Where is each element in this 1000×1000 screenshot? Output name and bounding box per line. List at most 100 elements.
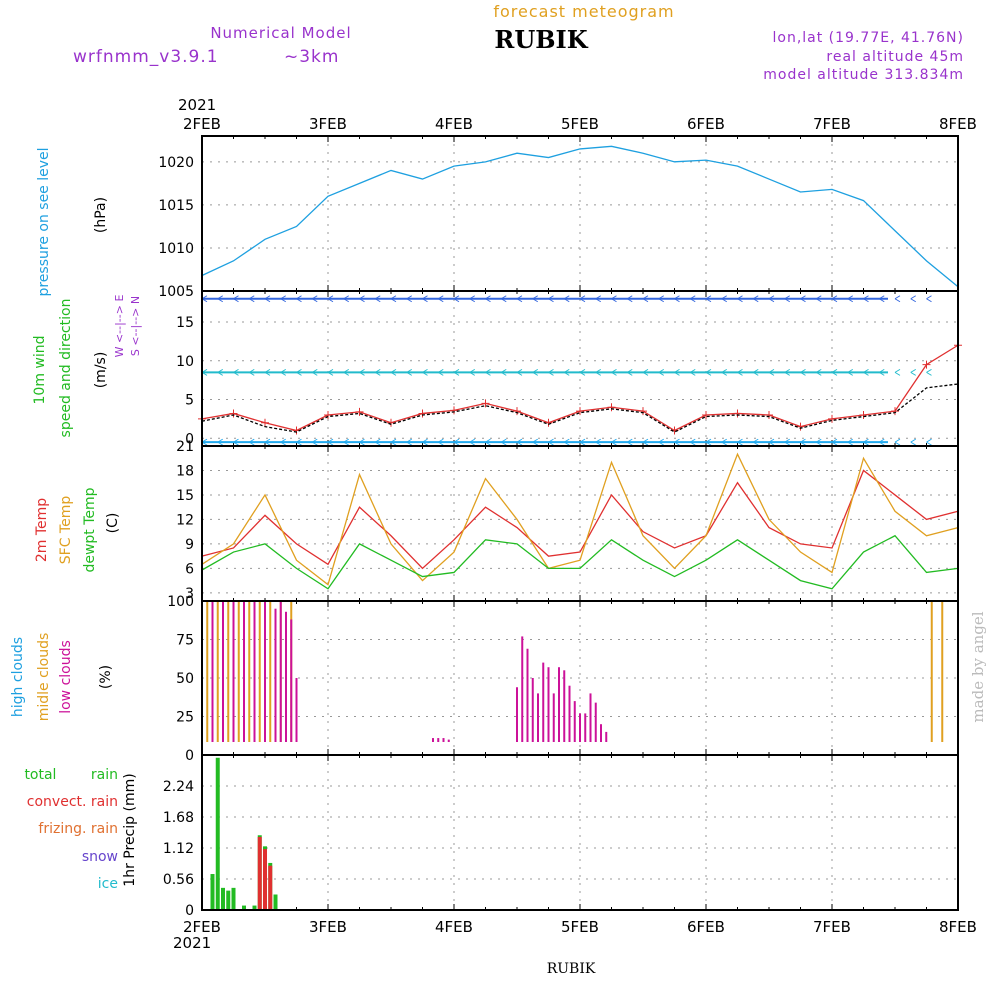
bar-low bbox=[542, 662, 545, 742]
pressure-unit: (hPa) bbox=[93, 197, 109, 233]
bar-low bbox=[253, 601, 256, 742]
top-date-label: 2FEB bbox=[183, 115, 221, 133]
y-tick-label: 15 bbox=[176, 315, 194, 331]
wind-speed-marker bbox=[481, 399, 490, 408]
year-top: 2021 bbox=[178, 96, 216, 114]
bar-mid bbox=[206, 601, 209, 742]
wind-direction-arrow bbox=[737, 295, 743, 303]
bar-low bbox=[516, 687, 518, 742]
y-tick-label: 50 bbox=[176, 671, 194, 687]
wind-direction-arrow bbox=[910, 295, 917, 303]
wind-direction-arrow bbox=[516, 295, 523, 303]
wind-speed-marker bbox=[702, 411, 710, 419]
bottom-date-label: 7FEB bbox=[813, 918, 851, 936]
wind-direction-arrow bbox=[658, 295, 665, 303]
wind-direction-arrow bbox=[311, 438, 318, 446]
wind-direction-arrow bbox=[847, 438, 854, 446]
wind-speed-marker bbox=[387, 418, 395, 427]
panel-frame bbox=[201, 290, 959, 447]
bar-low bbox=[558, 667, 560, 742]
wind-direction-arrow bbox=[390, 368, 397, 376]
wind-direction-arrow bbox=[595, 368, 602, 376]
precip-unit: 1hr Precip (mm) bbox=[122, 773, 138, 886]
y-tick-label: 6 bbox=[185, 561, 194, 577]
bar-total bbox=[252, 905, 257, 910]
bottom-date-label: 4FEB bbox=[435, 918, 473, 936]
bar-mid bbox=[248, 601, 251, 742]
wind-direction-arrow bbox=[642, 368, 649, 376]
bar-low bbox=[243, 601, 245, 742]
bottom-date-label: 8FEB bbox=[939, 918, 977, 936]
model-name: wrfnmm_v3.9.1 bbox=[73, 47, 219, 67]
wind-direction-arrow bbox=[311, 368, 318, 376]
y-tick-label: 18 bbox=[176, 463, 194, 479]
y-tick-label: 75 bbox=[176, 633, 194, 649]
wind-direction-arrow bbox=[516, 438, 523, 446]
bar-mid bbox=[258, 601, 261, 742]
station-name: RUBIK bbox=[494, 25, 588, 54]
wind-direction-arrow bbox=[689, 368, 696, 376]
pressure-label: pressure on see level bbox=[36, 147, 52, 296]
top-date-label: 7FEB bbox=[813, 115, 851, 133]
y-tick-label: 1015 bbox=[158, 198, 194, 214]
wind-direction-arrow bbox=[406, 438, 413, 446]
y-tick-label: 21 bbox=[176, 439, 194, 455]
wind-direction-arrow bbox=[469, 295, 476, 303]
wind-direction-arrow bbox=[815, 438, 822, 446]
wind-direction-arrow bbox=[579, 368, 586, 376]
wind-speed-marker bbox=[450, 406, 458, 415]
y-tick-label: 9 bbox=[185, 537, 194, 553]
bar-mid bbox=[930, 601, 933, 742]
wind-direction-arrow bbox=[674, 438, 680, 446]
wind-direction-arrow bbox=[626, 295, 633, 303]
series-line-gust bbox=[201, 383, 959, 433]
wind-direction-arrow bbox=[563, 295, 570, 303]
bar-low bbox=[579, 713, 581, 742]
wind-direction-arrow bbox=[626, 368, 633, 376]
bar-low bbox=[537, 693, 539, 742]
wind-direction-arrow bbox=[926, 295, 932, 303]
wind-direction-arrow bbox=[878, 368, 885, 376]
bar-low bbox=[552, 693, 555, 742]
top-date-label: 3FEB bbox=[309, 115, 347, 133]
wind-direction-arrow bbox=[737, 368, 743, 376]
bar-low bbox=[222, 601, 224, 742]
wind-direction-arrow bbox=[233, 295, 239, 303]
wind-direction-arrow bbox=[248, 368, 255, 376]
wind-direction-arrow bbox=[453, 438, 460, 446]
wind-speed-marker bbox=[513, 407, 521, 416]
wind-direction-arrow bbox=[705, 438, 712, 446]
wind-dir-we: W <--|--> E bbox=[113, 295, 126, 358]
wind-direction-arrow bbox=[579, 295, 586, 303]
bar-low bbox=[279, 601, 282, 742]
wind-direction-arrow bbox=[611, 438, 617, 446]
top-date-label: 5FEB bbox=[561, 115, 599, 133]
rain-conv-label: convect. rain bbox=[27, 794, 118, 810]
wind-direction-arrow bbox=[217, 438, 224, 446]
wind-direction-arrow bbox=[611, 295, 617, 303]
wind-direction-arrow bbox=[343, 438, 350, 446]
wind-direction-arrow bbox=[516, 368, 523, 376]
year-bottom: 2021 bbox=[173, 934, 211, 952]
wind-direction-arrow bbox=[233, 368, 239, 376]
wind-direction-arrow bbox=[532, 368, 539, 376]
wind-direction-arrow bbox=[296, 438, 302, 446]
y-tick-label: 1.68 bbox=[163, 810, 194, 826]
bar-mid bbox=[227, 601, 230, 742]
panel-clouds: 0 25 50 75 100 bbox=[167, 594, 959, 764]
wind-direction-arrow bbox=[674, 295, 680, 303]
wind-direction-arrow bbox=[264, 368, 271, 376]
bar-total bbox=[210, 874, 215, 910]
wind-direction-arrow bbox=[831, 295, 838, 303]
wind-direction-arrow bbox=[737, 438, 743, 446]
wind-direction-arrow bbox=[705, 295, 712, 303]
footer-station: RUBIK bbox=[547, 961, 596, 977]
bar-low bbox=[447, 739, 450, 742]
y-tick-label: 2.24 bbox=[163, 779, 194, 795]
wind-direction-arrow bbox=[563, 438, 570, 446]
bar-low bbox=[605, 731, 608, 742]
wind-direction-arrow bbox=[233, 438, 239, 446]
wind-direction-arrow bbox=[374, 295, 381, 303]
bar-low bbox=[232, 601, 235, 742]
